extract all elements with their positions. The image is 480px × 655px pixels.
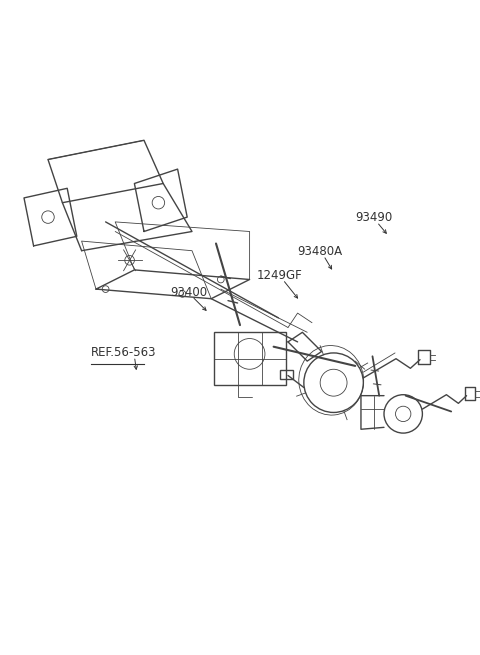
Text: 93490: 93490 [355,212,393,224]
Text: REF.56-563: REF.56-563 [91,346,156,359]
Text: 93400: 93400 [170,286,207,299]
Text: 1249GF: 1249GF [257,269,302,282]
Text: 93480A: 93480A [298,245,343,258]
